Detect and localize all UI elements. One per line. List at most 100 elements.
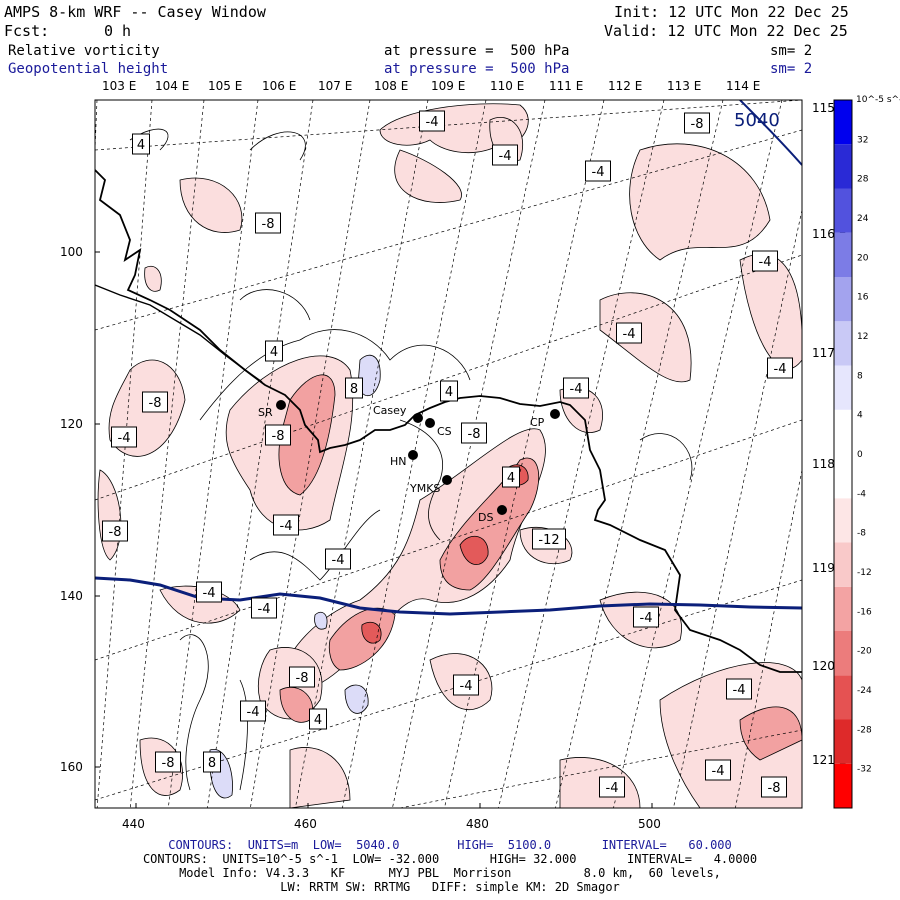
- contour-value-text: -4: [118, 431, 131, 446]
- contour-value-label: -4: [726, 678, 752, 700]
- lon-label: 110 E: [490, 79, 524, 93]
- lon-label: 108 E: [374, 79, 408, 93]
- contour-value-text: -8: [109, 525, 122, 540]
- x-label: 500: [638, 817, 661, 831]
- contour-value-text: 4: [314, 713, 322, 728]
- contour-value-text: -4: [280, 519, 293, 534]
- station-marker-sr: [276, 400, 286, 410]
- contour-value-label: -4: [196, 581, 222, 603]
- station-marker-ymks: [442, 475, 452, 485]
- contour-value-text: -4: [592, 165, 605, 180]
- colorbar-units: 10^-5 s^-1: [856, 95, 900, 105]
- colorbar-label: 32: [857, 135, 868, 145]
- contour-value-label: -4: [616, 322, 642, 344]
- colorbar-label: 28: [857, 175, 869, 185]
- contour-value-text: 8: [350, 382, 358, 397]
- contour-value-label: -8: [255, 212, 281, 234]
- contour-value-text: -4: [258, 602, 271, 617]
- colorbar-label: -28: [857, 725, 872, 735]
- contour-value-label: -4: [599, 776, 625, 798]
- contour-value-label: -4: [563, 377, 589, 399]
- contour-value-label: -4: [767, 357, 793, 379]
- contour-value-text: -4: [570, 382, 583, 397]
- footer-height-contours: CONTOURS: UNITS=m LOW= 5040.0 HIGH= 5100…: [168, 838, 732, 852]
- contour-value-label: -4: [492, 144, 518, 166]
- footer-vorticity-contours: CONTOURS: UNITS=10^-5 s^-1 LOW= -32.000 …: [142, 852, 758, 866]
- colorbar-label: 24: [857, 214, 869, 224]
- contour-value-text: -4: [640, 611, 653, 626]
- station-marker-ds: [497, 505, 507, 515]
- contour-value-label: -4: [585, 160, 611, 182]
- field1-name: Relative vorticity: [8, 43, 160, 59]
- colorbar-band: [834, 144, 852, 189]
- lon-label: 114 E: [726, 79, 760, 93]
- contour-value-text: -4: [712, 764, 725, 779]
- lon-label: 107 E: [318, 79, 352, 93]
- footer-model-info: Model Info: V4.3.3 KF MYJ PBL Morrison 8…: [179, 866, 721, 880]
- colorbar-band: [834, 454, 852, 499]
- contour-value-label: 4: [265, 340, 283, 362]
- fcst-value: 0 h: [104, 22, 132, 40]
- valid-time: Valid: 12 UTC Mon 22 Dec 25: [604, 22, 848, 40]
- lon-label: 104 E: [155, 79, 189, 93]
- longitude-gridlines: [95, 100, 802, 808]
- field2-name: Geopotential height: [8, 61, 169, 77]
- colorbar-band: [834, 365, 852, 410]
- contour-value-text: -4: [332, 553, 345, 568]
- lon-label: 112 E: [608, 79, 642, 93]
- field2-smoothing: sm= 2: [770, 61, 813, 77]
- stations: SR Casey CS HN YMKS CP DS: [258, 400, 560, 524]
- contour-value-label: -4: [325, 548, 351, 570]
- field1-level: at pressure = 500 hPa: [384, 43, 570, 59]
- colorbar-band: [834, 763, 852, 808]
- station-label-ymks: YMKS: [409, 482, 440, 495]
- y-label: 120: [60, 417, 83, 431]
- contour-label-boxes: 4 -4 -8 4 -4 -8 -4 -4 -4 -4 4 8 4 -4 -8 -8 -4 -8 -4 4 -12 -4 -…: [102, 110, 793, 798]
- init-time: Init: 12 UTC Mon 22 Dec 25: [614, 3, 849, 21]
- coastline-left: [95, 284, 263, 383]
- top-longitude-labels: 103 E 104 E 105 E 106 E 107 E 108 E 109 …: [102, 79, 760, 93]
- contour-value-text: -4: [774, 362, 787, 377]
- contour-value-label: -4: [752, 250, 778, 272]
- contour-value-text: 4: [270, 345, 278, 360]
- colorbar-band: [834, 675, 852, 720]
- x-label: 440: [122, 817, 145, 831]
- colorbar-band: [834, 498, 852, 543]
- contour-value-label: -4: [273, 514, 299, 536]
- contour-value-label: 4: [309, 708, 327, 730]
- contour-value-label: -8: [289, 666, 315, 688]
- lon-label: 106 E: [262, 79, 296, 93]
- contour-value-text: -8: [262, 217, 275, 232]
- colorbar-label: -8: [857, 529, 866, 539]
- contour-value-label: -4: [705, 759, 731, 781]
- colorbar-label: 8: [857, 371, 863, 381]
- colorbar-label: -16: [857, 607, 872, 617]
- contour-value-text: -4: [203, 586, 216, 601]
- colorbar-band: [834, 100, 852, 145]
- colorbar-label: 20: [857, 253, 869, 263]
- contour-value-text: -4: [733, 683, 746, 698]
- footer-physics-info: LW: RRTM SW: RRTMG DIFF: simple KM: 2D S…: [280, 880, 620, 894]
- contour-value-label: -12: [532, 528, 566, 550]
- contour-value-label: 4: [132, 133, 150, 155]
- x-axis: [135, 803, 653, 808]
- colorbar-band: [834, 409, 852, 454]
- contour-value-text: -4: [247, 705, 260, 720]
- plot-frame: [94, 99, 803, 809]
- contour-value-text: -8: [296, 671, 309, 686]
- colorbar-band: [834, 277, 852, 322]
- contour-value-label: -4: [633, 606, 659, 628]
- lon-label: 111 E: [549, 79, 583, 93]
- contour-value-label: 8: [203, 751, 221, 773]
- contour-value-text: -4: [426, 115, 439, 130]
- map-title: AMPS 8-km WRF -- Casey Window: [4, 3, 266, 21]
- colorbar-label: -12: [857, 568, 872, 578]
- contour-value-text: -4: [499, 149, 512, 164]
- colorbar-band: [834, 631, 852, 676]
- station-marker-cs: [425, 418, 435, 428]
- contour-value-label: -8: [102, 520, 128, 542]
- negative-vorticity-shading: [97, 103, 802, 808]
- contour-value-label: -8: [265, 424, 291, 446]
- contour-value-text: 4: [445, 385, 453, 400]
